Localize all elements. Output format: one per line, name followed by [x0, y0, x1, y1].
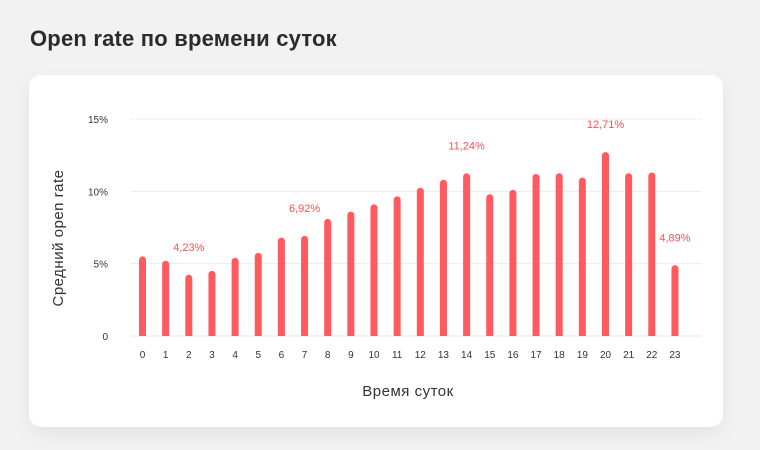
bar-base [648, 332, 656, 336]
data-label: 4,23% [173, 242, 204, 254]
bar-base [139, 332, 146, 336]
bar [162, 260, 170, 336]
x-tick-label: 8 [325, 350, 331, 361]
bar [671, 265, 679, 336]
x-tick-label: 6 [279, 350, 285, 361]
x-tick-label: 14 [461, 350, 473, 361]
x-tick-label: 5 [255, 350, 261, 361]
x-tick-label: 0 [140, 350, 146, 361]
x-tick-label: 16 [507, 350, 519, 361]
y-tick-label: 15% [88, 115, 108, 126]
bar-base [162, 332, 170, 336]
x-tick-label: 20 [600, 350, 612, 361]
x-tick-label: 11 [392, 350, 403, 361]
bar-base [439, 332, 447, 336]
bar-base [370, 332, 378, 336]
bar [393, 196, 401, 336]
bar [139, 256, 146, 336]
x-tick-label: 2 [186, 350, 192, 361]
bar [254, 252, 262, 336]
bar [509, 189, 517, 336]
x-axis-ticks: 0 1 2 3 4 5 6 7 8 9 10 11 12 13 14 15 16 17 18 19 20 21 22 23 [140, 350, 681, 361]
bar [416, 187, 424, 336]
chart-bars [139, 152, 679, 336]
bar [578, 177, 586, 336]
x-tick-label: 21 [623, 350, 635, 361]
bar [208, 270, 216, 336]
bar-base [416, 332, 424, 336]
bar-base [208, 332, 216, 336]
data-label: 12,71% [587, 119, 625, 131]
x-tick-label: 19 [577, 350, 589, 361]
bar-base [301, 332, 309, 336]
bar [602, 152, 609, 336]
bar [555, 173, 563, 336]
bar [370, 204, 378, 336]
bar [231, 257, 239, 336]
bar-base [277, 332, 285, 336]
bar [324, 218, 332, 336]
x-tick-label: 13 [438, 350, 450, 361]
x-tick-label: 22 [646, 350, 658, 361]
bar [277, 237, 285, 336]
bar-base [231, 332, 239, 336]
x-tick-label: 9 [348, 350, 354, 361]
x-tick-label: 12 [415, 350, 427, 361]
data-label: 4,89% [659, 232, 690, 244]
bar-base [393, 332, 401, 336]
x-tick-label: 18 [554, 350, 566, 361]
bar-base [254, 332, 262, 336]
bar-base [324, 332, 332, 336]
bar-base [509, 332, 517, 336]
chart-gridlines [130, 118, 702, 337]
bar-base [463, 332, 471, 336]
bar [439, 179, 447, 336]
y-tick-label: 10% [88, 187, 108, 198]
bar-base [347, 332, 355, 336]
x-tick-label: 10 [368, 350, 380, 361]
x-tick-label: 7 [302, 350, 308, 361]
x-tick-label: 4 [232, 350, 238, 361]
bar-base [532, 332, 540, 336]
x-tick-label: 17 [530, 350, 542, 361]
bar [301, 235, 309, 336]
x-tick-label: 1 [163, 350, 169, 361]
data-label: 11,24% [448, 140, 485, 152]
bar [532, 173, 540, 336]
bar [463, 173, 471, 336]
bar [648, 172, 656, 336]
bar-base [185, 332, 193, 336]
x-tick-label: 3 [209, 350, 215, 361]
bar-base [602, 332, 609, 336]
bar [185, 274, 193, 336]
y-tick-label: 0 [102, 332, 108, 343]
data-label: 6,92% [289, 203, 320, 215]
bar [625, 173, 633, 336]
y-axis-ticks: 0 5% 10% 15% [88, 115, 108, 343]
bar-base [671, 332, 679, 336]
bar-base [555, 332, 563, 336]
y-axis-title: Средний open rate [50, 169, 67, 306]
bar [486, 194, 494, 336]
bar-base [578, 332, 586, 336]
bar-base [486, 332, 494, 336]
bar-base [625, 332, 633, 336]
bar [347, 211, 355, 336]
y-tick-label: 5% [94, 260, 109, 271]
x-axis-title: Время суток [362, 383, 453, 400]
page-title: Open rate по времени суток [30, 26, 337, 51]
x-tick-label: 15 [484, 350, 496, 361]
x-tick-label: 23 [669, 350, 681, 361]
data-labels: 4,23% 6,92% 11,24% 12,71% 4,89% [173, 119, 691, 254]
